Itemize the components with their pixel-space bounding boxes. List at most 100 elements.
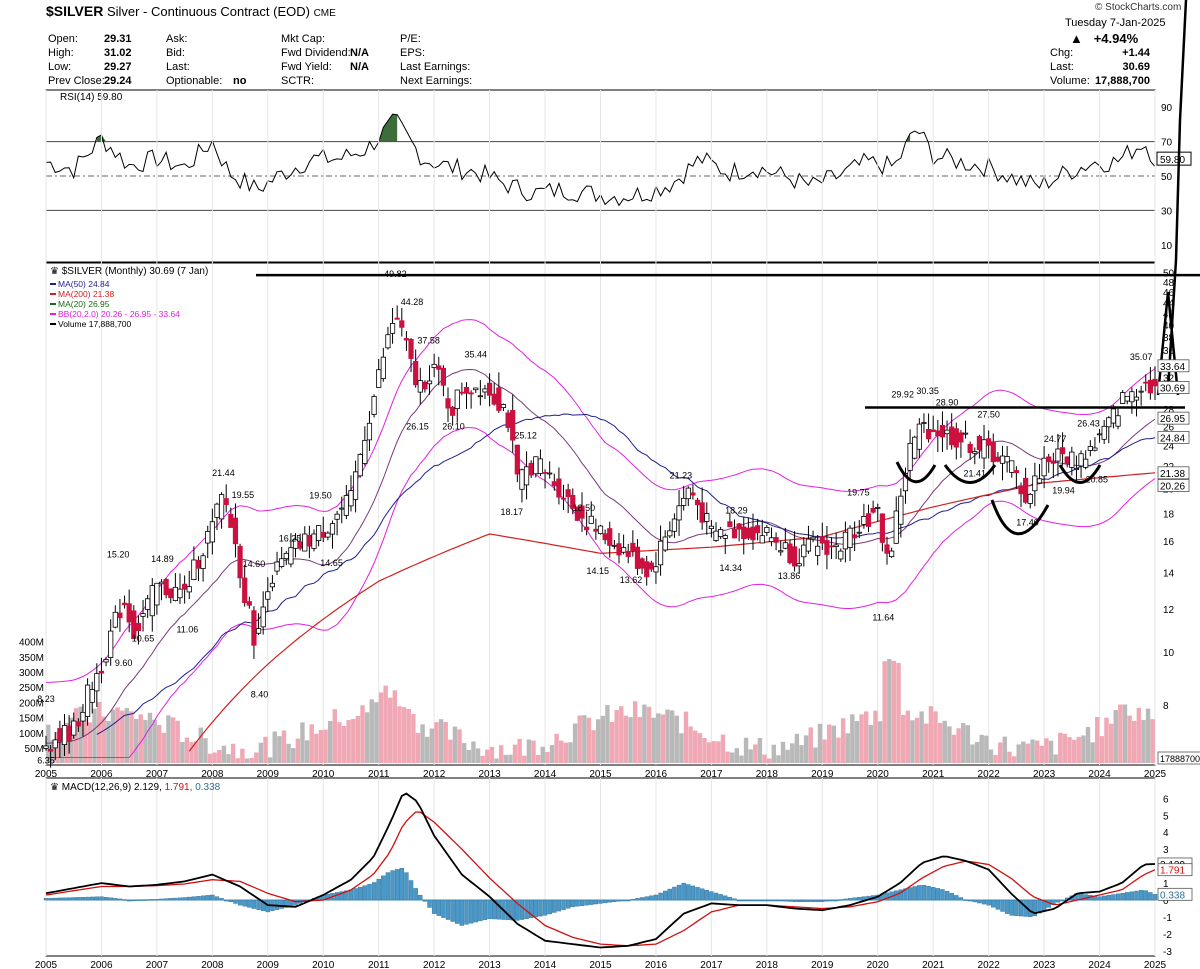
macd-tag-box <box>1157 887 1193 901</box>
legend-item: BB(20,2.0) 20.26 - 26.95 - 33.64 <box>58 309 180 319</box>
volume-bar <box>425 736 430 763</box>
price-tag-label: 30.69 <box>1160 383 1185 394</box>
macd-histogram-bar <box>168 898 173 901</box>
volume-bar <box>1058 732 1063 763</box>
price-tag-label: 20.26 <box>1160 481 1185 492</box>
macd-histogram-bar <box>949 893 954 901</box>
candle-body <box>177 588 183 599</box>
quote-label: Fwd Yield: <box>281 61 332 73</box>
macd-tag-box <box>1157 863 1193 877</box>
candle-body <box>436 365 442 370</box>
candle-body <box>593 528 599 532</box>
candle-body <box>311 533 317 549</box>
candle-body <box>1027 493 1033 504</box>
volume-bar <box>110 709 116 763</box>
rsi-tick-label: 30 <box>1161 206 1173 217</box>
volume-bar <box>263 736 268 763</box>
macd-histogram-bar <box>727 897 733 901</box>
volume-axis-label: 200M <box>19 698 44 709</box>
volume-bar <box>679 733 684 763</box>
candle-body <box>491 393 497 405</box>
x-tick-label: 2020 <box>867 960 890 969</box>
candle-body <box>195 559 202 569</box>
candle-body <box>366 422 373 441</box>
candle-body <box>376 369 382 388</box>
candle-body <box>861 516 867 525</box>
volume-bar <box>799 745 804 763</box>
volume-bar <box>157 725 162 763</box>
candle-body <box>126 603 132 623</box>
volume-bar <box>249 758 254 763</box>
x-tick-label: 2016 <box>645 769 668 780</box>
macd-histogram-bar <box>233 899 238 904</box>
price-annotation: 8.23 <box>37 694 55 704</box>
candle-body <box>819 536 825 544</box>
volume-bar <box>725 751 730 763</box>
volume-bar <box>905 710 910 763</box>
volume-bar <box>388 697 393 763</box>
quote-label: Optionable: <box>166 75 223 87</box>
candle-body <box>94 673 100 692</box>
volume-bar <box>1104 717 1109 763</box>
macd-histogram-bar <box>196 896 201 901</box>
volume-bar <box>554 733 559 763</box>
volume-bar <box>1127 715 1132 763</box>
x-tick-label: 2012 <box>423 769 446 780</box>
macd-histogram-bar <box>778 899 783 902</box>
macd-histogram-bar <box>769 899 774 902</box>
volume-bar <box>466 749 472 763</box>
macd-histogram-bar <box>736 899 742 902</box>
volume-bar <box>702 738 707 763</box>
volume-bar <box>517 738 522 763</box>
candle-body <box>657 540 664 566</box>
candle-body <box>440 367 446 386</box>
candle-body <box>630 542 636 551</box>
x-tick-label: 2023 <box>1033 769 1056 780</box>
candle-body <box>1064 456 1070 465</box>
macd-histogram-bar <box>528 899 534 919</box>
candle-body <box>879 513 885 543</box>
quote-value: 29.27 <box>104 61 132 73</box>
macd-histogram-bar <box>140 899 146 901</box>
volume-bar <box>397 706 402 763</box>
volume-bar <box>166 715 171 763</box>
volume-axis-label: 100M <box>19 729 44 740</box>
volume-bar <box>1048 740 1054 763</box>
volume-bar <box>771 744 776 763</box>
quote-value: 29.24 <box>104 75 132 87</box>
macd-histogram-bar <box>224 899 229 902</box>
volume-bar <box>836 737 841 763</box>
candle-body <box>371 396 377 415</box>
macd-histogram-bar <box>108 897 113 901</box>
candle-body <box>135 622 142 631</box>
volume-bar <box>827 724 832 763</box>
candle-body <box>205 531 211 544</box>
candle-body <box>533 456 539 475</box>
macd-histogram-bar <box>981 899 987 905</box>
volume-bar <box>448 739 453 763</box>
volume-bar <box>531 740 536 763</box>
macd-histogram-bar <box>538 899 543 917</box>
volume-bar <box>674 715 679 763</box>
volume-bar <box>360 705 365 763</box>
volume-bar <box>120 710 125 763</box>
price-tick-label: 26 <box>1163 423 1175 434</box>
candle-body <box>66 725 72 742</box>
x-tick-label: 2017 <box>700 960 723 969</box>
macd-histogram-bar <box>787 899 793 902</box>
volume-bar <box>559 740 564 763</box>
candle-body <box>986 438 992 446</box>
volume-bar <box>124 708 130 763</box>
macd-histogram-bar <box>1000 899 1005 912</box>
head-arc <box>990 499 1050 536</box>
candle-body <box>357 453 363 477</box>
volume-bar <box>545 752 550 763</box>
candle-body <box>847 527 853 548</box>
volume-bar <box>327 721 333 763</box>
candle-body <box>260 606 266 628</box>
volume-bar <box>1122 704 1128 763</box>
candle-body <box>713 530 719 541</box>
macd-histogram-bar <box>348 889 354 901</box>
volume-bar <box>415 732 421 763</box>
volume-bar <box>1150 719 1155 763</box>
